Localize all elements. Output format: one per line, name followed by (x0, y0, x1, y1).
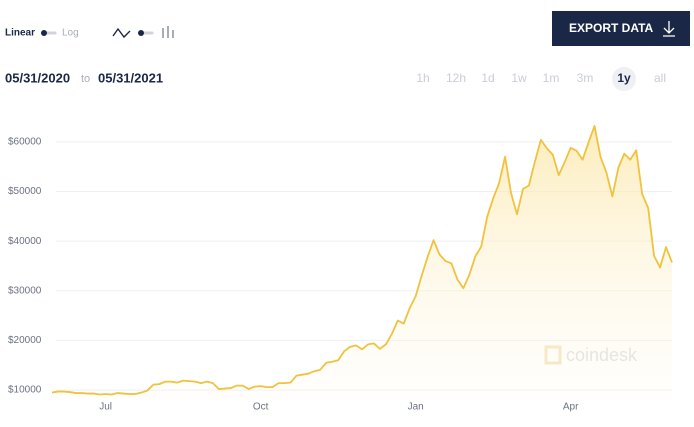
range-button[interactable]: 3m (577, 71, 594, 85)
price-line (51, 125, 673, 396)
range-button[interactable]: 12h (446, 71, 466, 85)
download-icon[interactable] (663, 21, 675, 37)
range-button[interactable]: 1h (416, 71, 429, 85)
date-to: 05/31/2021 (98, 70, 163, 85)
scale-linear[interactable]: Linear (5, 28, 35, 39)
export-button[interactable]: EXPORT DATA (552, 11, 690, 46)
x-tick-label: Jul (99, 402, 112, 413)
y-tick-label: $10000 (8, 385, 42, 396)
export-label[interactable]: EXPORT DATA (569, 21, 654, 35)
x-tick-label: Jan (408, 402, 424, 413)
toggle-knob (41, 30, 47, 36)
y-tick-label: $20000 (8, 335, 42, 346)
scale-log[interactable]: Log (62, 28, 79, 39)
x-tick-label: Oct (253, 402, 269, 413)
range-button[interactable]: 1y (617, 71, 631, 85)
range-button[interactable]: 1m (543, 71, 560, 85)
date-sep: to (81, 73, 90, 85)
range-button[interactable]: all (654, 71, 666, 85)
x-tick-label: Apr (563, 402, 579, 413)
range-selected (612, 67, 636, 91)
line-icon[interactable] (112, 27, 131, 39)
plot: $10000 $20000 $30000 $40000 $50000 $60000 Jul O… (8, 125, 673, 413)
candle-icon[interactable] (162, 26, 174, 38)
range-button[interactable]: 1d (481, 71, 494, 85)
scale-toggle[interactable]: Linear Log (5, 28, 79, 39)
date-from: 05/31/2020 (5, 70, 70, 85)
toggle-knob (138, 30, 144, 36)
y-tick-label: $40000 (8, 236, 42, 247)
y-tick-label: $50000 (8, 186, 42, 197)
chart-style-toggle[interactable] (112, 26, 174, 39)
area-fill (52, 125, 672, 400)
y-tick-label: $60000 (8, 136, 42, 147)
y-tick-label: $30000 (8, 285, 42, 296)
export-bg[interactable] (552, 11, 690, 46)
range-button[interactable]: 1w (511, 71, 527, 85)
range-buttons: 1h 12h 1d 1w 1m 3m 1y all (416, 71, 666, 85)
